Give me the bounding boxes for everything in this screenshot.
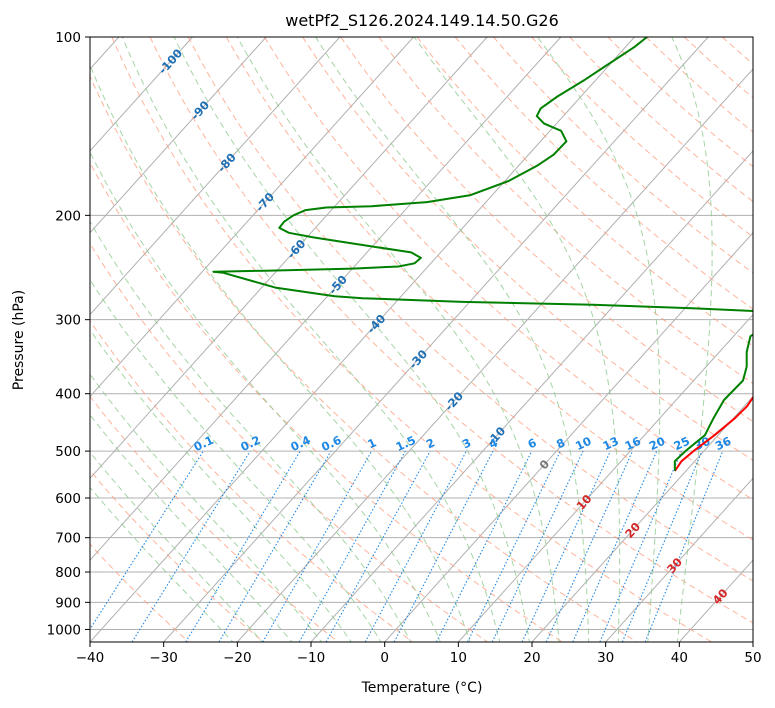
x-tick-label: −20	[223, 650, 252, 666]
y-tick-label: 900	[55, 595, 81, 611]
isotherm-line	[163, 37, 709, 642]
y-tick-label: 1000	[47, 622, 81, 638]
isotherm-line	[457, 313, 753, 642]
moist-adiabat	[536, 37, 661, 642]
mixing-ratio-line	[521, 450, 611, 642]
isotherm-line	[236, 68, 753, 642]
mixing-ratio-label: 10	[573, 434, 593, 453]
moist-adiabat	[90, 451, 264, 642]
dry-adiabat	[416, 37, 753, 347]
x-tick-label: 0	[380, 650, 389, 666]
moist-adiabat	[90, 486, 234, 642]
x-tick-label: −40	[76, 650, 105, 666]
dry-adiabat	[111, 37, 713, 642]
temperature-profile-line	[674, 395, 753, 472]
moist-adiabat	[90, 151, 441, 642]
isotherm-line	[90, 37, 414, 398]
x-tick-label: 20	[523, 650, 540, 666]
y-tick-label: 800	[55, 565, 81, 581]
y-tick-label: 200	[55, 208, 81, 224]
dry-adiabat	[187, 37, 753, 582]
axes: −40 −30 −20 −10 0 10 20 30 40 50 100 200 300 400 500 60…	[47, 30, 762, 666]
x-tick-label: 40	[671, 650, 688, 666]
moist-adiabat	[413, 37, 621, 642]
isotherm-line	[531, 395, 753, 642]
moist-adiabat	[121, 37, 501, 642]
y-tick-label: 700	[55, 531, 81, 547]
mixing-ratio-line	[621, 450, 703, 642]
moist-adiabat	[236, 37, 560, 642]
isotherm-line	[90, 37, 488, 480]
background-lines	[90, 37, 753, 642]
mixing-ratio-label: 20	[647, 434, 667, 453]
x-axis-label: Temperature (°C)	[361, 680, 483, 696]
dewpoint-profile-line	[212, 37, 753, 471]
moist-adiabat	[90, 63, 471, 642]
chart-title: wetPf2_S126.2024.149.14.50.G26	[285, 11, 559, 31]
isotherm-line	[90, 37, 267, 234]
mixing-ratio-line	[491, 450, 584, 642]
dry-adiabat	[90, 161, 564, 642]
dry-adiabat	[90, 395, 340, 642]
dry-adiabat	[149, 37, 753, 624]
mixing-ratio-label: 25	[672, 434, 692, 453]
dry-adiabat	[378, 37, 753, 385]
dry-adiabat	[90, 242, 489, 642]
isotherm-line	[90, 37, 562, 561]
mixing-ratio-line	[131, 450, 251, 642]
dry-adiabat	[90, 75, 638, 642]
mixing-ratio-line	[393, 450, 494, 642]
moist-adiabat	[315, 37, 590, 642]
isotherm-line	[384, 231, 753, 642]
dry-adiabat	[90, 469, 265, 642]
dry-adiabat	[90, 320, 414, 642]
x-tick-label: −10	[297, 650, 326, 666]
y-tick-label: 600	[55, 491, 81, 507]
moist-adiabat	[671, 37, 713, 642]
mixing-ratio-label: 36	[713, 434, 733, 453]
y-tick-label: 300	[55, 313, 81, 329]
x-tick-label: 10	[450, 650, 467, 666]
mixing-ratio-line	[599, 450, 682, 642]
y-tick-label: 400	[55, 387, 81, 403]
isotherm-line	[90, 37, 341, 316]
mixing-ratio-line	[262, 450, 373, 642]
x-tick-label: −30	[149, 650, 178, 666]
isotherm-line	[90, 37, 635, 642]
isotherm-line	[90, 37, 193, 152]
mixing-ratio-line	[90, 450, 204, 631]
moist-adiabat	[90, 278, 382, 642]
y-axis-label: Pressure (hPa)	[11, 290, 27, 390]
moist-adiabat	[90, 220, 412, 642]
mixing-ratio-label: 16	[623, 434, 643, 453]
mixing-ratio-line	[435, 450, 533, 642]
mixing-ratio-line	[298, 450, 406, 642]
y-tick-label: 100	[55, 30, 81, 46]
x-tick-label: 50	[744, 650, 761, 666]
isotherm-line	[605, 477, 753, 642]
moist-adiabat	[90, 373, 323, 642]
y-tick-label: 500	[55, 444, 81, 460]
mixing-ratio-label: 13	[600, 434, 620, 453]
mixing-ratio-line	[644, 450, 724, 642]
dry-adiabat	[340, 37, 753, 423]
plot-frame	[89, 36, 754, 643]
moist-adiabat	[90, 328, 352, 642]
mixing-ratio-line	[467, 450, 561, 642]
profile-curves	[212, 37, 753, 472]
mixing-ratio-line	[325, 450, 431, 642]
moist-adiabat	[90, 413, 293, 642]
dry-adiabat	[225, 37, 753, 541]
moist-adiabat	[173, 37, 530, 642]
x-tick-label: 30	[597, 650, 614, 666]
mixing-ratio-line	[364, 450, 467, 642]
dry-adiabat	[90, 543, 190, 642]
